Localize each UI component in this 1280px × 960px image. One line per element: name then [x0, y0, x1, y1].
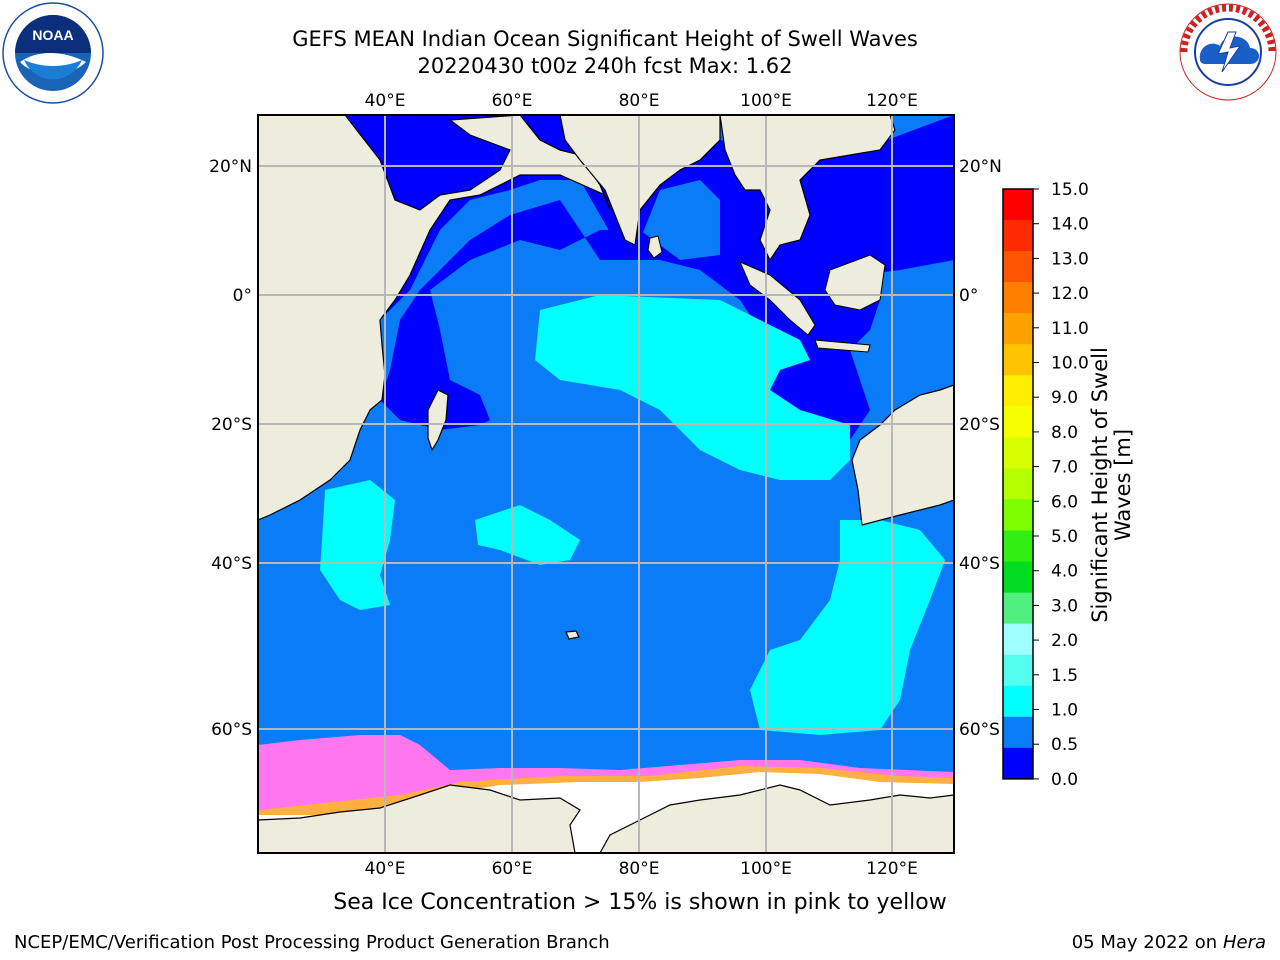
land-antarctica-east	[599, 784, 954, 853]
colorbar-swatch	[1003, 251, 1033, 283]
noaa-logo: NOAA	[2, 2, 104, 104]
colorbar-swatch	[1003, 406, 1033, 438]
lon-label-top-60e: 60°E	[492, 91, 533, 111]
lat-label-left-20n: 20°N	[209, 157, 252, 177]
colorbar-swatch	[1003, 747, 1033, 780]
colorbar-tick-label: 7.0	[1051, 458, 1078, 478]
colorbar-swatch	[1003, 623, 1033, 656]
land-kerguelen	[565, 630, 580, 640]
colorbar-swatch	[1003, 654, 1033, 687]
lat-label-right-0: 0°	[959, 286, 978, 306]
colorbar-tick-label: 0.5	[1051, 735, 1078, 755]
land-africa-arabia	[258, 115, 611, 521]
land-java	[814, 339, 871, 353]
colorbar-swatch	[1003, 685, 1033, 718]
lat-label-right-60s: 60°S	[959, 720, 1000, 740]
colorbar-label: Significant Height of Swell Waves [m]	[1087, 347, 1135, 623]
lon-label-top-100e: 100°E	[740, 91, 792, 111]
lon-label-bottom-100e: 100°E	[740, 859, 792, 879]
ocean-high-south-central	[475, 505, 580, 565]
ocean-high-south-east	[750, 520, 945, 735]
colorbar-tick-label: 2.0	[1051, 631, 1078, 651]
lon-label-bottom-60e: 60°E	[492, 859, 533, 879]
colorbar-swatch	[1003, 530, 1033, 563]
map-frame	[257, 114, 955, 854]
colorbar-tick-label: 10.0	[1051, 354, 1089, 374]
colorbar-swatch	[1003, 313, 1033, 345]
colorbar-swatch	[1003, 344, 1033, 376]
land-sumatra	[739, 261, 816, 336]
land-antarctica	[258, 784, 581, 853]
colorbar-label-line1: Significant Height of Swell	[1087, 347, 1112, 623]
date-text: 05 May 2022 on	[1071, 932, 1218, 953]
colorbar-tick-label: 5.0	[1051, 527, 1078, 547]
lon-label-top-80e: 80°E	[619, 91, 660, 111]
colorbar-tick-label: 13.0	[1051, 249, 1089, 269]
graticule	[258, 115, 954, 853]
lat-label-left-60s: 60°S	[211, 720, 252, 740]
colorbar-tick-label: 1.0	[1051, 701, 1078, 721]
colorbar-tick-label: 1.5	[1051, 666, 1078, 686]
ocean-high-equatorial	[535, 295, 850, 480]
colorbar-swatch	[1003, 468, 1033, 500]
ocean-low-north	[380, 115, 954, 470]
date-machine: Hera	[1222, 932, 1266, 953]
credit-line: NCEP/EMC/Verification Post Processing Pr…	[14, 932, 610, 953]
colorbar-tick-label: 11.0	[1051, 319, 1089, 339]
lon-label-bottom-40e: 40°E	[365, 859, 406, 879]
lat-label-right-20n: 20°N	[959, 157, 1002, 177]
colorbar-swatch	[1003, 437, 1033, 469]
colorbar-tick-label: 9.0	[1051, 388, 1078, 408]
lat-label-left-40s: 40°S	[211, 554, 252, 574]
colorbar-swatch	[1003, 716, 1033, 749]
colorbar-tick-label: 14.0	[1051, 215, 1089, 235]
colorbar-frame	[1002, 188, 1034, 780]
colorbar-swatch	[1003, 220, 1033, 252]
colorbar-tick-label: 3.0	[1051, 596, 1078, 616]
colorbar-swatch	[1003, 375, 1033, 407]
colorbar-tick-label: 6.0	[1051, 492, 1078, 512]
lon-label-bottom-80e: 80°E	[619, 859, 660, 879]
colorbar-tick-label: 12.0	[1051, 284, 1089, 304]
map-title: GEFS MEAN Indian Ocean Significant Heigh…	[292, 27, 918, 51]
land-australia	[851, 384, 954, 526]
nws-logo	[1179, 3, 1277, 101]
colorbar-tick-label: 8.0	[1051, 423, 1078, 443]
colorbar-tick-label: 0.0	[1051, 770, 1078, 790]
colorbar-swatch	[1003, 561, 1033, 594]
land-madagascar	[427, 389, 449, 452]
lat-label-right-40s: 40°S	[959, 554, 1000, 574]
colorbar-swatch	[1003, 189, 1033, 221]
lat-label-left-20s: 20°S	[211, 415, 252, 435]
date-line: 05 May 2022 on Hera	[1072, 932, 1266, 953]
svg-text:NOAA: NOAA	[32, 27, 73, 43]
map-layers	[258, 115, 954, 853]
land-borneo	[824, 254, 886, 311]
colorbar-swatch	[1003, 282, 1033, 314]
colorbar: 15.0 14.0 13.0 12.0 11.0 10.0 9.0 8.0 7.0 6.0 5.0 4…	[1002, 180, 1089, 790]
map-subtitle: 20220430 t00z 240h fcst Max: 1.62	[417, 54, 793, 78]
colorbar-tick-label: 15.0	[1051, 180, 1089, 200]
lat-label-left-0: 0°	[233, 286, 252, 306]
lat-label-right-20s: 20°S	[959, 415, 1000, 435]
ocean-high-south-west	[320, 480, 395, 610]
colorbar-swatch	[1003, 592, 1033, 625]
lon-label-bottom-120e: 120°E	[866, 859, 918, 879]
lon-label-top-40e: 40°E	[365, 91, 406, 111]
sea-ice-note: Sea Ice Concentration > 15% is shown in …	[333, 890, 947, 915]
land-southeast-asia	[719, 115, 896, 262]
colorbar-swatch	[1003, 499, 1033, 532]
colorbar-tick-label: 4.0	[1051, 562, 1078, 582]
lon-label-top-120e: 120°E	[866, 91, 918, 111]
land-sri-lanka	[647, 235, 663, 259]
colorbar-label-line2: Waves [m]	[1111, 428, 1135, 542]
